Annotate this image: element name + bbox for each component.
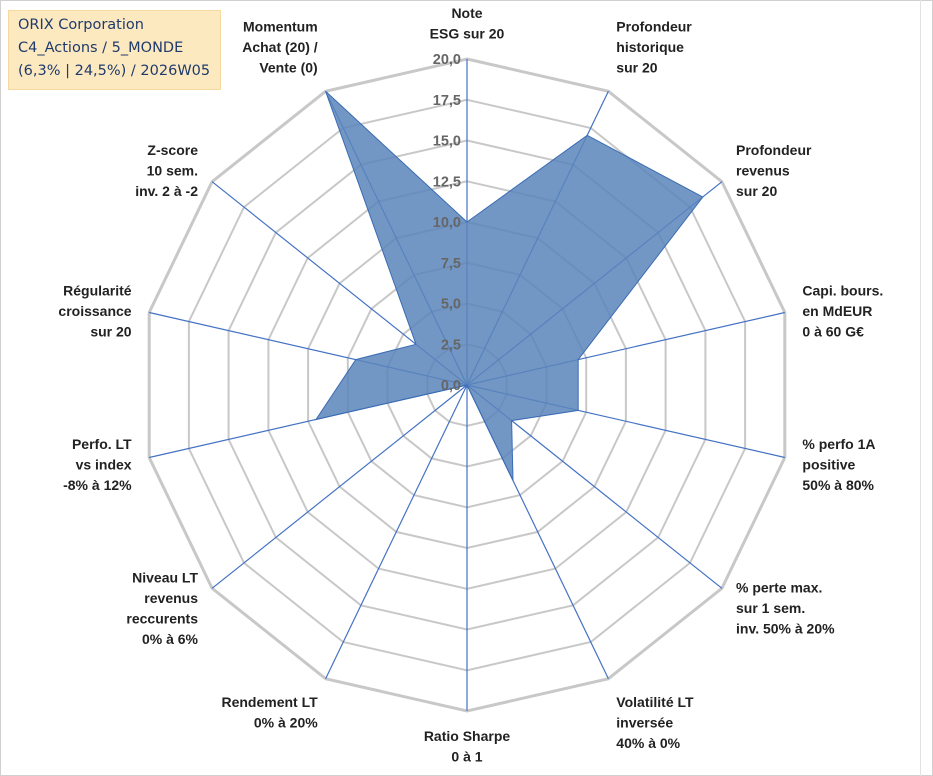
axis-label: Z-score 10 sem. inv. 2 à -2 — [135, 142, 198, 199]
axis-label-line: ESG sur 20 — [430, 26, 505, 42]
axis-label-line: -8% à 12% — [63, 477, 132, 493]
portfolio-name: C4_Actions / 5_MONDE — [18, 40, 184, 56]
axis-label-line: 0 à 60 G€ — [802, 324, 864, 340]
tick-label: 5,0 — [441, 297, 461, 313]
axis-label-line: 0 à 1 — [451, 749, 482, 765]
axis-label-line: inversée — [616, 714, 673, 730]
axis-label-line: inv. 2 à -2 — [135, 183, 198, 199]
tick-label: 15,0 — [433, 134, 461, 150]
axis-label-line: Rendement LT — [221, 694, 318, 710]
axis-label-line: Profondeur — [736, 142, 812, 158]
axis-label-line: Perfo. LT — [72, 436, 132, 452]
axis-labels: Note ESG sur 20 Profondeur historique sur 20… — [58, 5, 883, 765]
radial-tick-labels: 0,0 2,5 5,0 7,5 10,0 12,5 15,0 17,5 20,0 — [433, 52, 461, 394]
axis-label-line: 10 sem. — [147, 163, 198, 179]
axis-spoke — [325, 384, 468, 679]
axis-label-line: sur 20 — [736, 183, 777, 199]
window-edge — [920, 0, 921, 776]
tick-label: 20,0 — [433, 52, 461, 68]
axis-label-line: 0% à 20% — [254, 714, 318, 730]
axis-label-line: historique — [616, 39, 684, 55]
axis-label: Ratio Sharpe 0 à 1 — [424, 728, 511, 765]
axis-label: Profondeur revenus sur 20 — [736, 142, 812, 199]
tick-label: 0,0 — [441, 378, 461, 394]
radar-series — [314, 90, 704, 481]
axis-label: Note ESG sur 20 — [430, 5, 505, 42]
axis-label-line: % perte max. — [736, 580, 822, 596]
axis-label: Momentum Achat (20) / Vente (0) — [242, 19, 318, 76]
axis-label-line: 40% à 0% — [616, 735, 680, 751]
axis-label-line: % perfo 1A — [802, 436, 875, 452]
tick-label: 10,0 — [433, 215, 461, 231]
axis-label-line: 50% à 80% — [802, 477, 874, 493]
axis-label-line: sur 20 — [90, 324, 131, 340]
performance-week: (6,3% | 24,5%) / 2026W05 — [18, 63, 211, 79]
axis-label-line: reccurents — [126, 611, 198, 627]
tick-label: 2,5 — [441, 337, 461, 353]
axis-label-line: Z-score — [147, 142, 198, 158]
axis-label-line: Régularité — [63, 283, 132, 299]
axis-label-line: inv. 50% à 20% — [736, 621, 835, 637]
axis-label-line: Niveau LT — [132, 570, 198, 586]
axis-label: Régularité croissance sur 20 — [58, 283, 131, 340]
axis-label-line: sur 1 sem. — [736, 600, 805, 616]
axis-label-line: croissance — [58, 303, 131, 319]
company-name: ORIX Corporation — [18, 17, 144, 33]
axis-label-line: Capi. bours. — [802, 283, 883, 299]
axis-label-line: revenus — [144, 590, 198, 606]
axis-label: Rendement LT 0% à 20% — [221, 694, 318, 731]
axis-label-line: vs index — [76, 456, 132, 472]
axis-label: Capi. bours. en MdEUR 0 à 60 G€ — [802, 283, 883, 340]
axis-label-line: revenus — [736, 163, 790, 179]
axis-label-line: sur 20 — [616, 60, 657, 76]
axis-label-line: positive — [802, 456, 855, 472]
axis-label-line: Profondeur — [616, 19, 692, 35]
axis-label-line: Note — [451, 5, 482, 21]
tick-label: 12,5 — [433, 174, 461, 190]
axis-label: Volatilité LT inversée 40% à 0% — [616, 694, 694, 751]
axis-label-line: Momentum — [243, 19, 318, 35]
axis-label: Profondeur historique sur 20 — [616, 19, 692, 76]
axis-label: % perte max. sur 1 sem. inv. 50% à 20% — [736, 580, 835, 637]
axis-label-line: Vente (0) — [259, 60, 317, 76]
axis-label: % perfo 1A positive 50% à 80% — [802, 436, 875, 493]
axis-label: Niveau LT revenus reccurents 0% à 6% — [126, 570, 198, 648]
tick-label: 7,5 — [441, 256, 461, 272]
axis-label-line: Achat (20) / — [242, 39, 318, 55]
axis-label-line: Ratio Sharpe — [424, 728, 511, 744]
axis-spoke — [211, 384, 468, 589]
axis-label: Perfo. LT vs index -8% à 12% — [63, 436, 132, 493]
axis-label-line: 0% à 6% — [142, 631, 199, 647]
axis-label-line: en MdEUR — [802, 303, 872, 319]
title-box: ORIX Corporation C4_Actions / 5_MONDE (6… — [8, 10, 221, 90]
series-area — [314, 90, 704, 481]
axis-label-line: Volatilité LT — [616, 694, 694, 710]
tick-label: 17,5 — [433, 93, 461, 109]
